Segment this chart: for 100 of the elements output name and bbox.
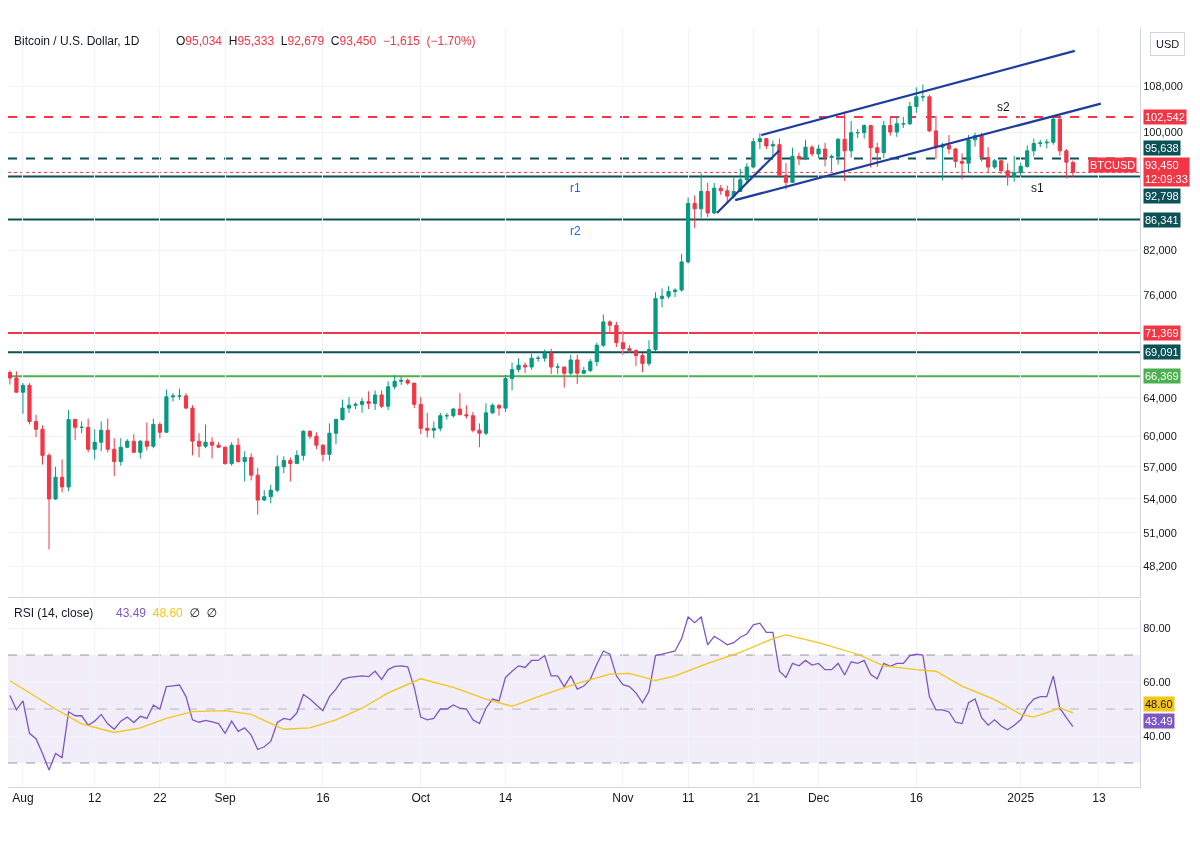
y-axis-title: USD bbox=[1156, 38, 1180, 50]
candlestick bbox=[20, 382, 26, 415]
annotation: s1 bbox=[1031, 181, 1044, 195]
y-tick-label: 48,200 bbox=[1143, 560, 1177, 573]
y-tick-label: 108,000 bbox=[1143, 80, 1183, 93]
candlestick bbox=[66, 409, 71, 492]
candlestick bbox=[849, 120, 854, 159]
candlestick bbox=[516, 357, 521, 373]
candlestick bbox=[457, 392, 462, 416]
candlestick bbox=[373, 389, 378, 411]
candlestick bbox=[588, 358, 593, 373]
candlestick bbox=[575, 354, 580, 385]
ref-line-label: 102,542 bbox=[1145, 111, 1185, 123]
ref-line-label: 66,369 bbox=[1145, 370, 1179, 382]
x-tick-label: 13 bbox=[1092, 791, 1106, 806]
candlestick bbox=[249, 452, 254, 481]
candlestick bbox=[881, 120, 886, 159]
candlestick bbox=[640, 352, 645, 373]
candlestick bbox=[307, 429, 312, 440]
candlestick bbox=[509, 362, 515, 391]
x-tick-label: 11 bbox=[681, 791, 695, 806]
candlestick bbox=[86, 418, 91, 453]
candlestick bbox=[333, 418, 339, 445]
candlestick bbox=[73, 418, 78, 441]
annotation: r2 bbox=[570, 224, 581, 238]
candlestick bbox=[183, 392, 189, 410]
candlestick bbox=[477, 422, 482, 448]
candlestick bbox=[27, 382, 32, 425]
candlestick bbox=[679, 253, 684, 293]
text: RSI (14, close) bbox=[14, 606, 94, 620]
candlestick bbox=[275, 454, 280, 493]
candlestick bbox=[386, 380, 391, 411]
y-tick-label: 54,000 bbox=[1143, 492, 1177, 505]
y-tick-label: 60.00 bbox=[1143, 675, 1171, 688]
y-tick-label: 51,000 bbox=[1143, 526, 1177, 539]
annotation: r1 bbox=[570, 181, 581, 195]
candlestick bbox=[699, 172, 704, 219]
candlestick bbox=[418, 396, 423, 435]
candlestick bbox=[144, 421, 149, 451]
candlestick bbox=[966, 134, 971, 173]
candlestick bbox=[281, 455, 286, 474]
candlestick bbox=[1038, 139, 1043, 148]
candlestick bbox=[236, 437, 241, 464]
y-tick-label: 82,000 bbox=[1143, 244, 1177, 257]
text: 43.49 48.60 ∅ ∅ bbox=[116, 606, 217, 620]
candlestick bbox=[868, 124, 873, 169]
candlestick bbox=[483, 402, 489, 436]
candlestick bbox=[346, 396, 352, 414]
candlestick bbox=[829, 154, 834, 172]
candlestick bbox=[862, 123, 867, 140]
candlestick bbox=[399, 376, 404, 386]
candlestick bbox=[288, 456, 293, 483]
candlestick bbox=[340, 399, 345, 422]
candlestick bbox=[79, 421, 84, 434]
candlestick bbox=[666, 285, 671, 300]
x-tick-label: 16 bbox=[909, 791, 924, 806]
candlestick bbox=[151, 418, 156, 449]
candlestick bbox=[822, 142, 828, 167]
candlestick bbox=[751, 137, 756, 169]
candlestick bbox=[59, 458, 65, 493]
candlestick bbox=[757, 132, 762, 150]
candlestick bbox=[692, 194, 697, 229]
candlestick bbox=[529, 353, 534, 371]
y-tick-label: 40.00 bbox=[1143, 729, 1171, 742]
candlestick bbox=[522, 362, 528, 374]
candlestick bbox=[157, 421, 162, 439]
candlestick bbox=[451, 407, 456, 419]
x-tick-label: 21 bbox=[746, 791, 761, 806]
candlestick bbox=[327, 422, 332, 462]
candlestick bbox=[496, 404, 502, 417]
candlestick bbox=[712, 182, 717, 215]
candlestick bbox=[627, 344, 632, 354]
candlestick bbox=[216, 441, 221, 449]
candlestick bbox=[809, 144, 815, 157]
candlestick bbox=[359, 397, 365, 414]
annotation: BTCUSD bbox=[1090, 159, 1136, 171]
candlestick bbox=[562, 366, 567, 389]
candlestick bbox=[105, 418, 110, 453]
candlestick bbox=[744, 162, 749, 184]
candlestick bbox=[633, 349, 639, 367]
candlestick bbox=[177, 388, 182, 401]
candlestick bbox=[1044, 138, 1049, 149]
candlestick bbox=[992, 158, 997, 170]
x-tick-label: 14 bbox=[498, 791, 513, 806]
x-tick-label: Nov bbox=[612, 791, 634, 806]
candlestick bbox=[412, 382, 417, 409]
candlestick bbox=[816, 144, 821, 159]
y-tick-label: 80.00 bbox=[1143, 621, 1171, 634]
candlestick bbox=[672, 287, 678, 298]
candlestick bbox=[659, 287, 665, 308]
candlestick bbox=[262, 489, 267, 502]
candlestick bbox=[196, 432, 202, 458]
candlestick bbox=[314, 431, 319, 450]
ref-line-label: 69,091 bbox=[1145, 346, 1179, 358]
text: 43.49 bbox=[1145, 715, 1173, 727]
candlestick bbox=[138, 439, 143, 459]
x-tick-label: Dec bbox=[807, 791, 830, 806]
candlestick bbox=[907, 101, 912, 126]
candlestick bbox=[255, 467, 260, 516]
candlestick bbox=[131, 433, 136, 453]
